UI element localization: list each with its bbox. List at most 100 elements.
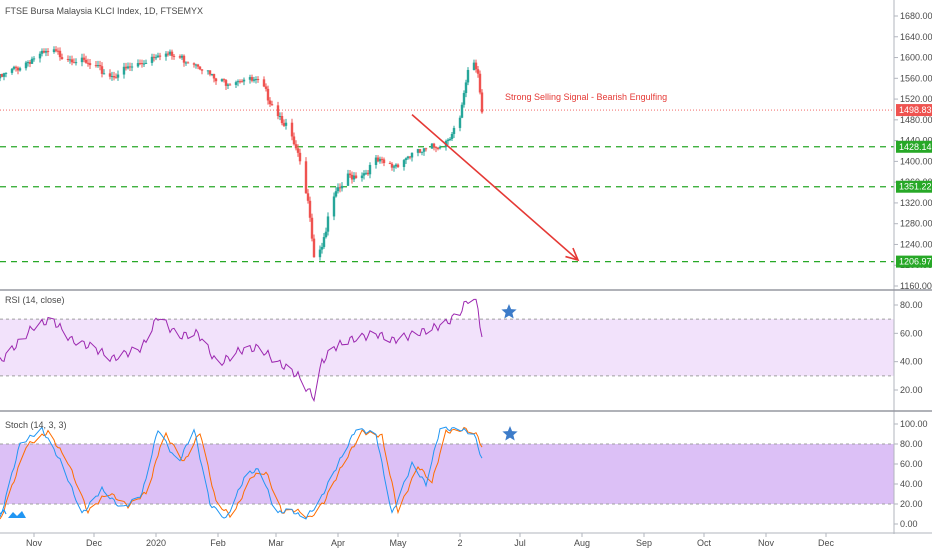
candle-body	[406, 156, 410, 159]
candle-body	[12, 66, 16, 69]
level-badge-label: 1206.97	[899, 257, 932, 267]
candle-body	[366, 172, 370, 175]
x-tick-label: Apr	[331, 538, 345, 548]
candle-body	[298, 152, 302, 162]
candle-body	[126, 66, 130, 69]
candle-body	[210, 74, 214, 76]
candle-body	[320, 246, 324, 250]
y-tick-label: 1320.00	[900, 198, 932, 208]
x-tick-label: 2	[457, 538, 462, 548]
candle-body	[212, 74, 216, 79]
candle-body	[290, 122, 294, 137]
candle-body	[380, 158, 384, 160]
candle-body	[24, 62, 28, 69]
candle-body	[364, 172, 368, 174]
candle-body	[28, 62, 32, 64]
candle-body	[94, 65, 98, 67]
candle-body	[70, 59, 74, 63]
rsi-title: RSI (14, close)	[5, 295, 65, 305]
candle-body	[312, 238, 316, 258]
star-icon	[501, 304, 517, 319]
candle-body	[46, 51, 50, 53]
candle-body	[306, 193, 310, 201]
candle-body	[478, 73, 482, 93]
bearish-arrow-head	[565, 247, 580, 262]
rsi-panel[interactable]: 20.00 40.00 60.00 80.00	[0, 298, 923, 403]
candle-body	[180, 55, 184, 58]
candle-body	[368, 164, 372, 175]
candle-body	[278, 116, 282, 118]
candle-body	[422, 148, 426, 152]
stoch-panel[interactable]: 0.00 20.00 40.00 60.00 80.00 100.00	[0, 419, 928, 529]
candle-body	[222, 79, 226, 81]
candle-body	[184, 62, 188, 64]
candle-body	[56, 50, 60, 52]
y-tick-label: 20.00	[900, 499, 923, 509]
y-tick-label: 1640.00	[900, 32, 932, 42]
candle-body	[44, 51, 48, 53]
candle-body	[466, 69, 470, 83]
candle-body	[242, 79, 246, 82]
candle-body	[340, 185, 344, 189]
candle-body	[382, 159, 386, 164]
candle-body	[438, 146, 442, 149]
star-icon	[502, 426, 518, 441]
candle-body	[102, 73, 106, 75]
candle-body	[394, 164, 398, 167]
candle-body	[128, 66, 132, 68]
candle-body	[220, 79, 224, 82]
y-tick-label: 1400.00	[900, 156, 932, 166]
candle-body	[294, 144, 298, 149]
candle-body	[266, 88, 270, 101]
level-badge	[896, 255, 932, 268]
candle-body	[74, 62, 78, 64]
candle-body	[362, 173, 366, 176]
candle-body	[434, 147, 438, 149]
candle-body	[196, 64, 200, 67]
candle-body	[32, 58, 36, 60]
last-price-badge	[896, 104, 932, 117]
candle-body	[476, 69, 480, 74]
candle-body	[206, 70, 210, 72]
stoch-title: Stoch (14, 3, 3)	[5, 420, 67, 430]
candle-body	[388, 163, 392, 165]
candle-body	[98, 65, 102, 67]
candle-body	[292, 136, 296, 145]
x-tick-label: Nov	[758, 538, 775, 548]
candle-body	[432, 143, 436, 148]
stoch-k-line	[0, 426, 483, 520]
cloud-icon[interactable]	[0, 508, 26, 518]
candle-body	[112, 76, 116, 78]
candle-body	[170, 51, 174, 56]
rsi-line	[0, 298, 483, 403]
candle-body	[338, 187, 342, 189]
y-tick-label: 1160.00	[900, 281, 932, 291]
candle-body	[130, 66, 134, 68]
candle-body	[262, 79, 266, 87]
x-tick-label: Oct	[697, 538, 712, 548]
y-tick-label: 1240.00	[900, 239, 932, 249]
candle-body	[66, 58, 70, 60]
candle-body	[284, 122, 288, 126]
candle-body	[452, 127, 456, 134]
candle-body	[88, 63, 92, 66]
candle-body	[324, 231, 328, 238]
price-panel[interactable]: 1160.001200.001240.001280.001320.001360.…	[0, 11, 932, 291]
candle-body	[254, 79, 258, 81]
y-tick-label: 1680.00	[900, 11, 932, 21]
candle-body	[376, 157, 380, 162]
candle-body	[326, 216, 330, 232]
candle-body	[110, 76, 114, 78]
candle-body	[142, 63, 146, 65]
candle-body	[40, 50, 44, 54]
annotation-text: Strong Selling Signal - Bearish Engulfin…	[505, 92, 667, 102]
last-price-label: 1498.83	[899, 105, 932, 115]
candle-body	[80, 57, 84, 63]
candle-body	[464, 82, 468, 93]
candle-body	[420, 151, 424, 153]
candle-body	[236, 81, 240, 83]
candle-body	[14, 66, 18, 68]
candle-body	[96, 65, 100, 67]
